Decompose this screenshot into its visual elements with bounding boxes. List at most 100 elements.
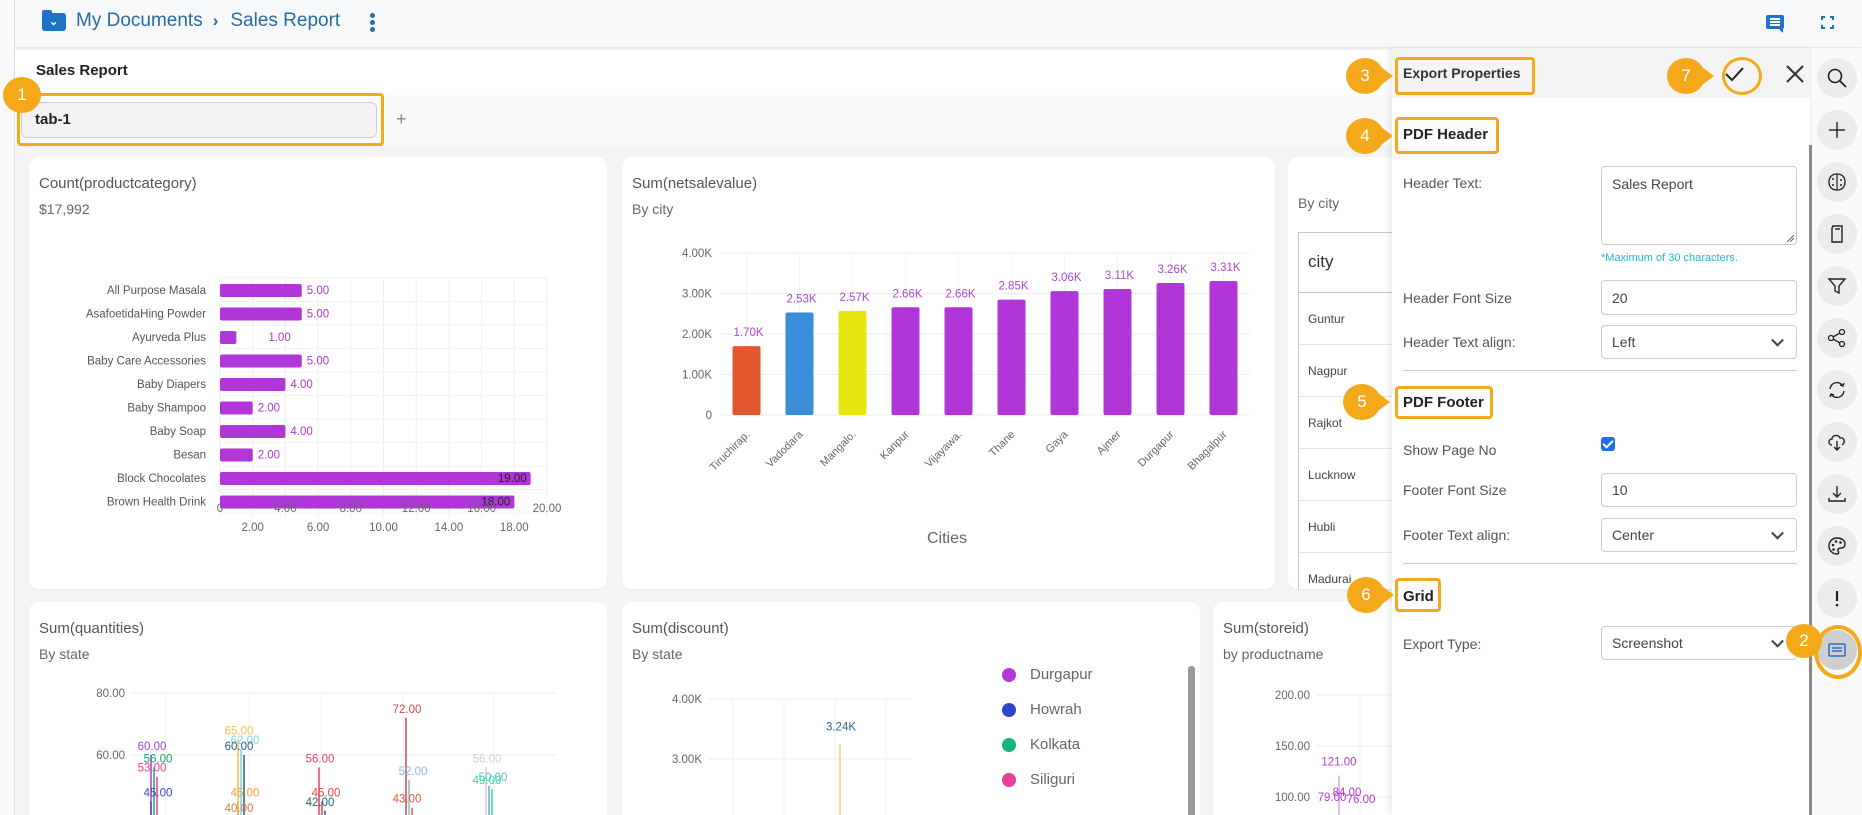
download-icon (1828, 486, 1846, 502)
data-label: 3.24K (826, 722, 856, 734)
storage-button[interactable] (1817, 214, 1857, 254)
data-label: 60.00 (225, 741, 254, 753)
chevron-down-icon (1771, 526, 1784, 540)
header-text-hint: *Maximum of 30 characters. (1601, 252, 1738, 264)
pdf-header-section-title: PDF Header (1403, 126, 1489, 143)
refresh-button[interactable] (1817, 370, 1857, 410)
bar (1050, 291, 1079, 415)
tab-1[interactable]: tab-1 (21, 102, 377, 138)
data-label: 45.00 (231, 788, 260, 800)
footer-align-select[interactable]: Center (1601, 518, 1797, 552)
hbar-chart: All Purpose Masala 5.00 AsafoetidaHing Pow… (86, 277, 561, 534)
data-label: 79.00 (1318, 792, 1347, 804)
x-tick-label: Vadodara (764, 428, 806, 470)
panel-scrollbar[interactable] (1809, 145, 1812, 815)
data-label: 56.00 (144, 753, 173, 765)
add-tab-button[interactable]: + (396, 109, 407, 129)
cloud-download-button[interactable] (1817, 422, 1857, 462)
table-row[interactable]: Lucknow (1299, 449, 1408, 501)
more-vertical-icon[interactable] (370, 13, 376, 32)
legend-label: Kolkata (1030, 736, 1081, 753)
export-type-select[interactable]: Screenshot (1601, 626, 1797, 660)
comment-icon[interactable] (1766, 15, 1784, 33)
breadcrumb-my-documents[interactable]: My Documents (76, 10, 203, 31)
show-page-no-checkbox[interactable] (1601, 437, 1615, 451)
legend-item[interactable]: Howrah (1002, 692, 1093, 727)
header-text-textarea[interactable]: Sales Report (1601, 166, 1797, 245)
data-label: 45.00 (312, 788, 341, 800)
refresh-icon (1829, 381, 1845, 399)
ai-button[interactable] (1817, 162, 1857, 202)
search-button[interactable] (1817, 58, 1857, 98)
share-button[interactable] (1817, 318, 1857, 358)
legend-item[interactable]: Durgapur (1002, 657, 1093, 692)
x-tick-label: Mangalo. (818, 429, 858, 469)
resize-grip-icon[interactable] (1786, 234, 1794, 242)
annotation-marker-3: 3 (1346, 58, 1384, 94)
add-button[interactable] (1817, 110, 1857, 150)
folder-icon[interactable]: ⌄ (42, 10, 66, 31)
show-page-no-label: Show Page No (1403, 442, 1497, 458)
header-align-select[interactable]: Left (1601, 325, 1797, 359)
header-text-value: Sales Report (1612, 176, 1693, 192)
x-tick-label: Tiruchirap. (708, 429, 753, 474)
x-tick-label: Bhagalpur (1186, 428, 1230, 472)
filter-button[interactable] (1817, 266, 1857, 306)
legend-dot (1002, 702, 1016, 717)
kpi-value: $17,992 (39, 201, 90, 217)
header-align-label: Header Text align: (1403, 334, 1516, 350)
highlight-export-button (1814, 625, 1862, 679)
y-tick-label: 60.00 (96, 750, 125, 762)
brain-icon (1828, 173, 1846, 191)
legend-scrollbar[interactable] (1188, 666, 1195, 815)
x-tick-label: 12.00 (402, 503, 431, 515)
footer-font-size-input[interactable]: 10 (1601, 473, 1797, 507)
bar (220, 425, 286, 438)
footer-align-label: Footer Text align: (1403, 527, 1511, 543)
legend-item[interactable]: Kolkata (1002, 727, 1093, 762)
info-exclamation-icon (1835, 591, 1839, 607)
data-label: 40.00 (225, 803, 254, 815)
data-label: 60.00 (138, 741, 167, 753)
x-tick-label: 8.00 (340, 503, 362, 515)
table-row[interactable]: Madurai (1299, 553, 1408, 589)
marker-arrow (1381, 127, 1393, 145)
category-label: Baby Care Accessories (87, 356, 206, 368)
close-button[interactable] (1783, 62, 1807, 86)
fullscreen-icon[interactable] (1821, 16, 1834, 29)
theme-button[interactable] (1817, 526, 1857, 566)
legend-label: Durgapur (1030, 666, 1093, 683)
download-button[interactable] (1817, 474, 1857, 514)
card-subtitle: By state (39, 646, 90, 662)
y-tick-label: 200.00 (1275, 690, 1310, 702)
breadcrumb-sales-report[interactable]: Sales Report (230, 10, 341, 31)
vbar-chart: 0 1.00K 2.00K 3.00K 4.00K 1.70K Tiruchirap. 2.5… (682, 248, 1250, 547)
table-header-city[interactable]: city (1299, 233, 1408, 293)
info-button[interactable] (1817, 578, 1857, 618)
data-label: 1.00 (268, 332, 290, 344)
chevron-right-icon: › (212, 11, 219, 30)
bar (997, 299, 1026, 415)
card-city-table: By city city Guntur Nagpur Rajkot Luckno… (1288, 157, 1408, 589)
bar (1156, 282, 1185, 415)
divider (1403, 563, 1797, 564)
y-tick-label: 0 (706, 410, 712, 422)
highlight-pdf-footer (1395, 386, 1493, 419)
header-font-size-input[interactable]: 20 (1601, 280, 1797, 315)
bar (220, 284, 302, 297)
export-type-value: Screenshot (1612, 635, 1683, 651)
y-tick-label: 2.00K (682, 329, 712, 341)
legend-item[interactable]: Siliguri (1002, 762, 1093, 797)
table-row[interactable]: Hubli (1299, 501, 1408, 553)
bar (220, 448, 253, 462)
table-row[interactable]: Guntur (1299, 293, 1408, 345)
pdf-footer-section-title: PDF Footer (1403, 394, 1484, 411)
plus-icon (1829, 122, 1845, 138)
legend: Durgapur Howrah Kolkata Siliguri (1002, 657, 1093, 797)
table-row[interactable]: Rajkot (1299, 397, 1408, 449)
data-label: 50.00 (479, 772, 508, 784)
bar (785, 312, 814, 415)
y-tick-label: 100.00 (1275, 792, 1310, 804)
data-label: 4.00 (290, 426, 312, 438)
category-label: Block Chocolates (117, 473, 206, 485)
